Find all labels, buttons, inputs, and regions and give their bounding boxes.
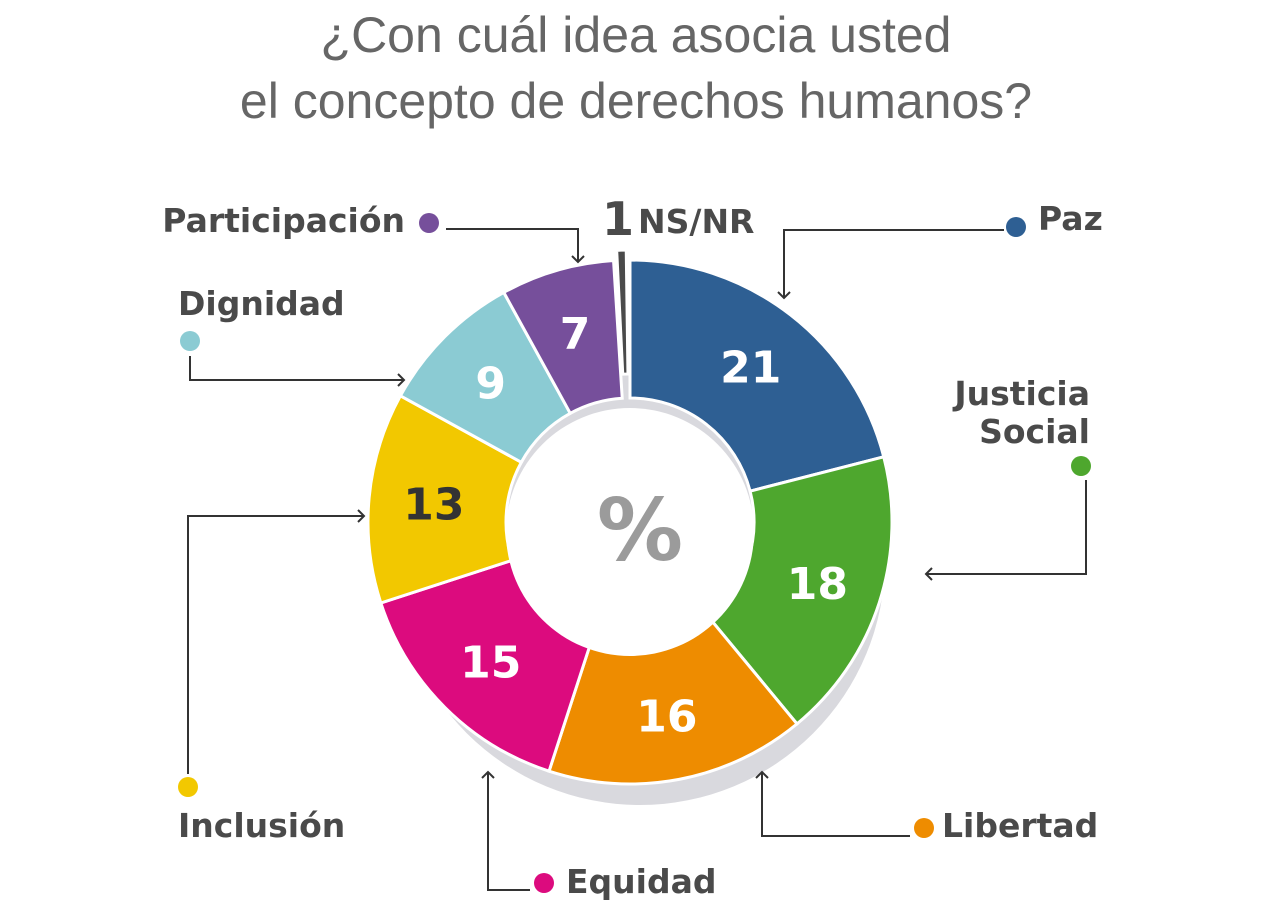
legend-dot-dignidad	[180, 331, 200, 351]
value-label-libertad: 16	[636, 692, 697, 743]
value-labels: 21 18 16 15 13 9 7	[403, 309, 848, 743]
donut-hole	[506, 408, 754, 656]
chart-title-line-2: el concepto de derechos humanos?	[240, 73, 1032, 129]
leader-line-libertad	[761, 772, 910, 837]
category-label-paz: Paz	[1038, 199, 1103, 238]
category-label-inclusion: Inclusión	[178, 806, 345, 845]
category-label-participacion: Participación	[162, 201, 405, 240]
leader-line-inclusion	[187, 515, 364, 774]
value-label-inclusion: 13	[403, 479, 464, 530]
leader-arrow-participacion	[571, 255, 585, 264]
value-label-paz: 21	[720, 342, 781, 393]
slice-paz	[628, 258, 886, 493]
value-label-equidad: 15	[460, 637, 521, 688]
leader-arrow-libertad	[755, 770, 769, 779]
value-label-participacion: 7	[560, 309, 591, 360]
leader-arrow-equidad	[481, 770, 495, 779]
category-label-dignidad: Dignidad	[178, 284, 345, 323]
leader-lines	[187, 228, 1087, 891]
leader-arrow-inclusion	[357, 509, 366, 523]
category-label-equidad: Equidad	[566, 862, 716, 901]
leader-line-justicia	[926, 480, 1087, 575]
value-label-justicia: 18	[787, 559, 848, 610]
legend-dot-justicia	[1071, 456, 1091, 476]
category-label-nsnr: NS/NR	[638, 202, 754, 241]
legend-dot-equidad	[534, 873, 554, 893]
category-label-libertad: Libertad	[942, 806, 1098, 845]
chart-title-line-1: ¿Con cuál idea asocia usted	[321, 7, 952, 63]
leader-line-equidad	[487, 772, 530, 891]
leader-line-participacion	[446, 228, 579, 262]
leader-arrow-paz	[777, 291, 791, 300]
legend-dot-paz	[1006, 217, 1026, 237]
center-percent-label: %	[597, 481, 683, 581]
leader-arrow-justicia	[924, 567, 933, 581]
category-label-justicia-line-1: Justicia	[952, 374, 1090, 413]
legend-dot-libertad	[914, 818, 934, 838]
leader-line-dignidad	[189, 356, 404, 381]
slice-nsnr	[615, 248, 630, 376]
leader-arrow-dignidad	[397, 373, 406, 387]
slice-participacion	[501, 258, 624, 416]
category-label-justicia-line-2: Social	[979, 412, 1090, 451]
value-label-nsnr: 1	[602, 192, 634, 246]
leader-line-paz	[783, 229, 1004, 298]
value-label-dignidad: 9	[475, 359, 506, 410]
legend-dot-inclusion	[178, 777, 198, 797]
legend-dot-participacion	[419, 213, 439, 233]
